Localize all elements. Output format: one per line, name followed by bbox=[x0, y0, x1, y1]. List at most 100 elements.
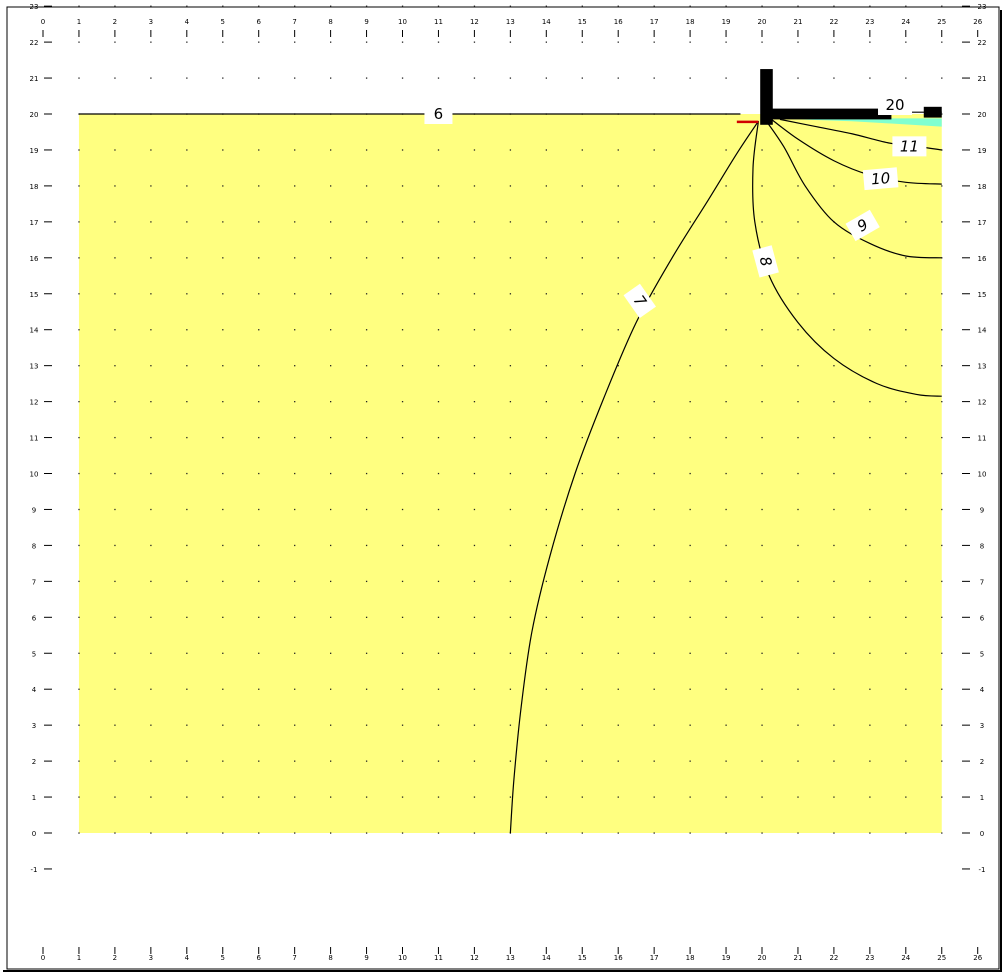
y-tick-label: 10 bbox=[978, 471, 987, 479]
grid-dot bbox=[78, 580, 80, 583]
contour-label-7: 7 bbox=[623, 283, 656, 319]
grid-dot bbox=[509, 221, 512, 223]
grid-dot bbox=[725, 149, 727, 151]
x-tick-label: 15 bbox=[578, 18, 587, 26]
grid-dot bbox=[78, 185, 80, 187]
y-tick-label: 0 bbox=[980, 830, 984, 838]
y-tick-label: 8 bbox=[980, 542, 984, 550]
grid-dot bbox=[905, 832, 907, 834]
grid-dot bbox=[114, 77, 116, 79]
grid-dot bbox=[617, 580, 619, 583]
grid-dot bbox=[473, 832, 476, 834]
grid-dot bbox=[473, 293, 476, 295]
y-tick-label: 9 bbox=[980, 506, 984, 514]
y-tick-label: 13 bbox=[978, 363, 987, 371]
grid-dot bbox=[258, 652, 260, 654]
y-tick-label: 14 bbox=[978, 327, 987, 335]
grid-dot bbox=[689, 724, 691, 726]
grid-dot bbox=[294, 41, 296, 43]
grid-dot bbox=[258, 401, 260, 403]
grid-dot bbox=[437, 472, 440, 475]
grid-dot bbox=[617, 436, 619, 439]
x-tick-label: 7 bbox=[292, 18, 296, 26]
x-tick-label: 17 bbox=[650, 18, 659, 26]
grid-dot bbox=[509, 616, 512, 618]
x-tick-label: 16 bbox=[614, 954, 623, 962]
grid-dot bbox=[653, 293, 655, 295]
grid-dot bbox=[869, 365, 871, 367]
grid-dot bbox=[401, 41, 404, 43]
grid-dot bbox=[473, 436, 476, 439]
grid-dot bbox=[473, 580, 476, 583]
grid-dot bbox=[114, 544, 116, 547]
grid-dot bbox=[365, 652, 368, 654]
y-tick-label: 14 bbox=[30, 327, 39, 335]
grid-dot bbox=[689, 580, 691, 583]
grid-dot bbox=[330, 329, 332, 331]
grid-dot bbox=[114, 724, 116, 726]
grid-dot bbox=[222, 652, 224, 654]
grid-dot bbox=[294, 832, 296, 834]
grid-dot bbox=[761, 616, 763, 618]
grid-dot bbox=[401, 652, 404, 654]
grid-dot bbox=[833, 149, 835, 151]
grid-dot bbox=[761, 796, 763, 798]
grid-dot bbox=[797, 221, 799, 223]
grid-dot bbox=[653, 616, 655, 618]
grid-dot bbox=[294, 77, 296, 79]
grid-dot bbox=[294, 580, 296, 583]
contour-label-6: 6 bbox=[424, 104, 453, 124]
x-tick-label: 22 bbox=[829, 18, 838, 26]
grid-dot bbox=[258, 832, 260, 834]
x-tick-label: 9 bbox=[364, 954, 368, 962]
grid-dot bbox=[689, 293, 691, 295]
grid-dot bbox=[294, 472, 296, 475]
grid-dot bbox=[581, 832, 583, 834]
y-tick-label: 7 bbox=[32, 578, 36, 586]
grid-dot bbox=[509, 472, 512, 475]
grid-dot bbox=[437, 688, 440, 690]
grid-dot bbox=[473, 329, 476, 331]
grid-dot bbox=[365, 760, 368, 762]
grid-dot bbox=[294, 221, 296, 223]
x-tick-label: 1 bbox=[77, 954, 81, 962]
grid-dot bbox=[869, 724, 871, 726]
grid-dot bbox=[905, 472, 907, 475]
contour-label-box bbox=[862, 167, 899, 191]
grid-dot bbox=[401, 724, 404, 726]
grid-dot bbox=[401, 472, 404, 475]
x-tick-label: 14 bbox=[542, 18, 551, 26]
grid-dot bbox=[150, 293, 152, 295]
grid-dot bbox=[186, 329, 188, 331]
grid-dot bbox=[653, 365, 655, 367]
x-tick-label: 21 bbox=[793, 954, 802, 962]
grid-dot bbox=[401, 616, 404, 618]
grid-dot bbox=[186, 724, 188, 726]
grid-dot bbox=[545, 544, 547, 547]
grid-dot bbox=[258, 257, 260, 259]
grid-dot bbox=[509, 544, 512, 547]
grid-dot bbox=[581, 544, 583, 547]
contour-label-box bbox=[752, 245, 779, 278]
grid-dot bbox=[294, 652, 296, 654]
grid-dot bbox=[509, 760, 512, 762]
grid-dot bbox=[150, 760, 152, 762]
grid-dot bbox=[869, 149, 871, 151]
grid-dot bbox=[905, 652, 907, 654]
grid-dot bbox=[114, 616, 116, 618]
grid-dot bbox=[150, 652, 152, 654]
grid-dot bbox=[653, 41, 655, 43]
grid-dot bbox=[941, 544, 943, 547]
grid-dot bbox=[905, 580, 907, 583]
grid-dot bbox=[186, 5, 188, 7]
grid-dot bbox=[833, 365, 835, 367]
grid-dot bbox=[258, 688, 260, 690]
grid-dot bbox=[258, 724, 260, 726]
grid-dot bbox=[545, 365, 547, 367]
grid-dot bbox=[509, 293, 512, 295]
y-tick-label: 3 bbox=[980, 722, 984, 730]
grid-dot bbox=[797, 652, 799, 654]
grid-dot bbox=[437, 329, 440, 331]
grid-dot bbox=[473, 77, 476, 79]
grid-dot bbox=[401, 5, 404, 7]
